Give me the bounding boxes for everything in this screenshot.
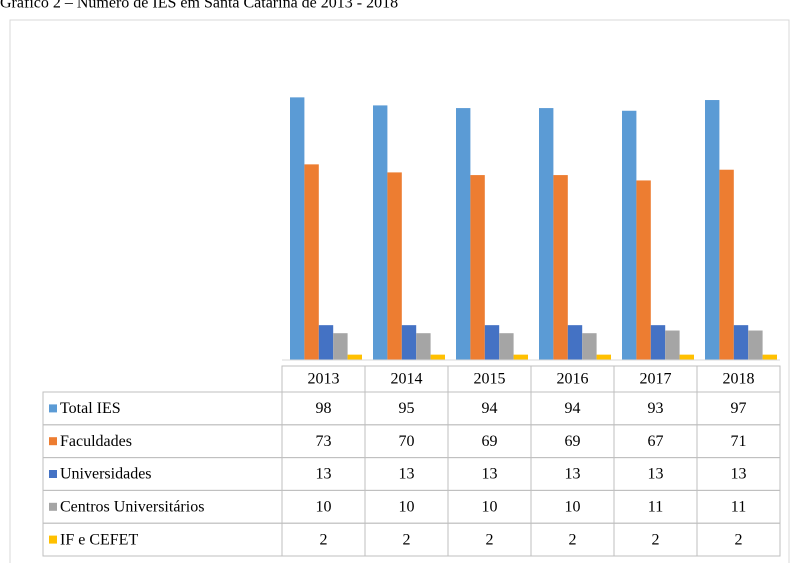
bar bbox=[499, 333, 514, 360]
bar bbox=[650, 325, 666, 360]
bar bbox=[401, 325, 417, 360]
bar bbox=[304, 164, 319, 360]
bar bbox=[733, 325, 749, 360]
table-value: 73 bbox=[316, 433, 332, 450]
legend-label: Total IES bbox=[60, 400, 121, 417]
legend-label: IF e CEFET bbox=[60, 531, 138, 548]
bar bbox=[387, 172, 402, 360]
bar bbox=[373, 105, 388, 361]
legend-key bbox=[49, 535, 57, 544]
bar bbox=[567, 325, 583, 360]
table-value: 2 bbox=[486, 531, 494, 548]
legend-label: Faculdades bbox=[60, 433, 132, 450]
table-value: 67 bbox=[648, 433, 664, 450]
bar bbox=[456, 108, 471, 360]
table-value: 69 bbox=[482, 433, 498, 450]
table-value: 11 bbox=[648, 498, 663, 515]
x-tick-label: 2016 bbox=[557, 371, 589, 388]
chart-border bbox=[9, 19, 790, 563]
bar bbox=[748, 330, 763, 360]
table-value: 13 bbox=[731, 466, 747, 483]
legend-label: Universidades bbox=[60, 466, 152, 483]
bar bbox=[539, 108, 554, 360]
bar bbox=[347, 354, 362, 360]
bar bbox=[762, 354, 777, 360]
table-value: 2 bbox=[735, 531, 743, 548]
chart-title: Gráfico 2 – Número de IES em Santa Catar… bbox=[0, 0, 398, 12]
table-value: 2 bbox=[403, 531, 411, 548]
table-value: 97 bbox=[731, 400, 747, 417]
x-tick-label: 2014 bbox=[391, 371, 423, 388]
table-value: 94 bbox=[565, 400, 581, 417]
legend-label: Centros Universitários bbox=[60, 498, 204, 515]
table-value: 71 bbox=[731, 433, 747, 450]
table-value: 13 bbox=[482, 466, 498, 483]
table-value: 13 bbox=[399, 466, 415, 483]
bar bbox=[596, 354, 611, 360]
x-tick-label: 2015 bbox=[474, 371, 506, 388]
x-tick-label: 2017 bbox=[640, 371, 672, 388]
bar bbox=[430, 354, 445, 360]
table-value: 11 bbox=[731, 498, 746, 515]
legend-key bbox=[49, 437, 57, 446]
x-tick-label: 2013 bbox=[308, 371, 340, 388]
bar bbox=[665, 330, 680, 360]
legend-key bbox=[49, 404, 57, 413]
table-cell bbox=[696, 522, 781, 557]
bar bbox=[553, 175, 568, 360]
table-value: 10 bbox=[399, 498, 415, 515]
table-value: 70 bbox=[399, 433, 415, 450]
table-value: 2 bbox=[320, 531, 328, 548]
bar bbox=[318, 325, 334, 360]
table-value: 13 bbox=[565, 466, 581, 483]
x-tick-label: 2018 bbox=[723, 371, 755, 388]
bar bbox=[622, 110, 637, 360]
bar bbox=[705, 100, 720, 360]
bar bbox=[416, 333, 431, 360]
table-value: 10 bbox=[316, 498, 332, 515]
bar bbox=[290, 97, 305, 361]
table-value: 69 bbox=[565, 433, 581, 450]
bar bbox=[719, 169, 734, 360]
bar bbox=[636, 180, 651, 360]
legend-key bbox=[49, 470, 57, 478]
table-value: 95 bbox=[399, 400, 415, 417]
table-value: 93 bbox=[648, 400, 664, 417]
table-value: 13 bbox=[316, 466, 332, 483]
table-value: 2 bbox=[652, 531, 660, 548]
table-value: 13 bbox=[648, 466, 664, 483]
table-value: 98 bbox=[316, 400, 332, 417]
table-value: 2 bbox=[569, 531, 577, 548]
table-value: 10 bbox=[482, 498, 498, 515]
table-value: 10 bbox=[565, 498, 581, 515]
bar bbox=[484, 325, 500, 360]
bar bbox=[582, 333, 597, 360]
bar bbox=[333, 333, 348, 360]
legend-key bbox=[49, 502, 57, 511]
table-value: 94 bbox=[482, 400, 498, 417]
bar bbox=[470, 175, 485, 360]
bar bbox=[513, 354, 528, 360]
bar bbox=[679, 354, 694, 360]
